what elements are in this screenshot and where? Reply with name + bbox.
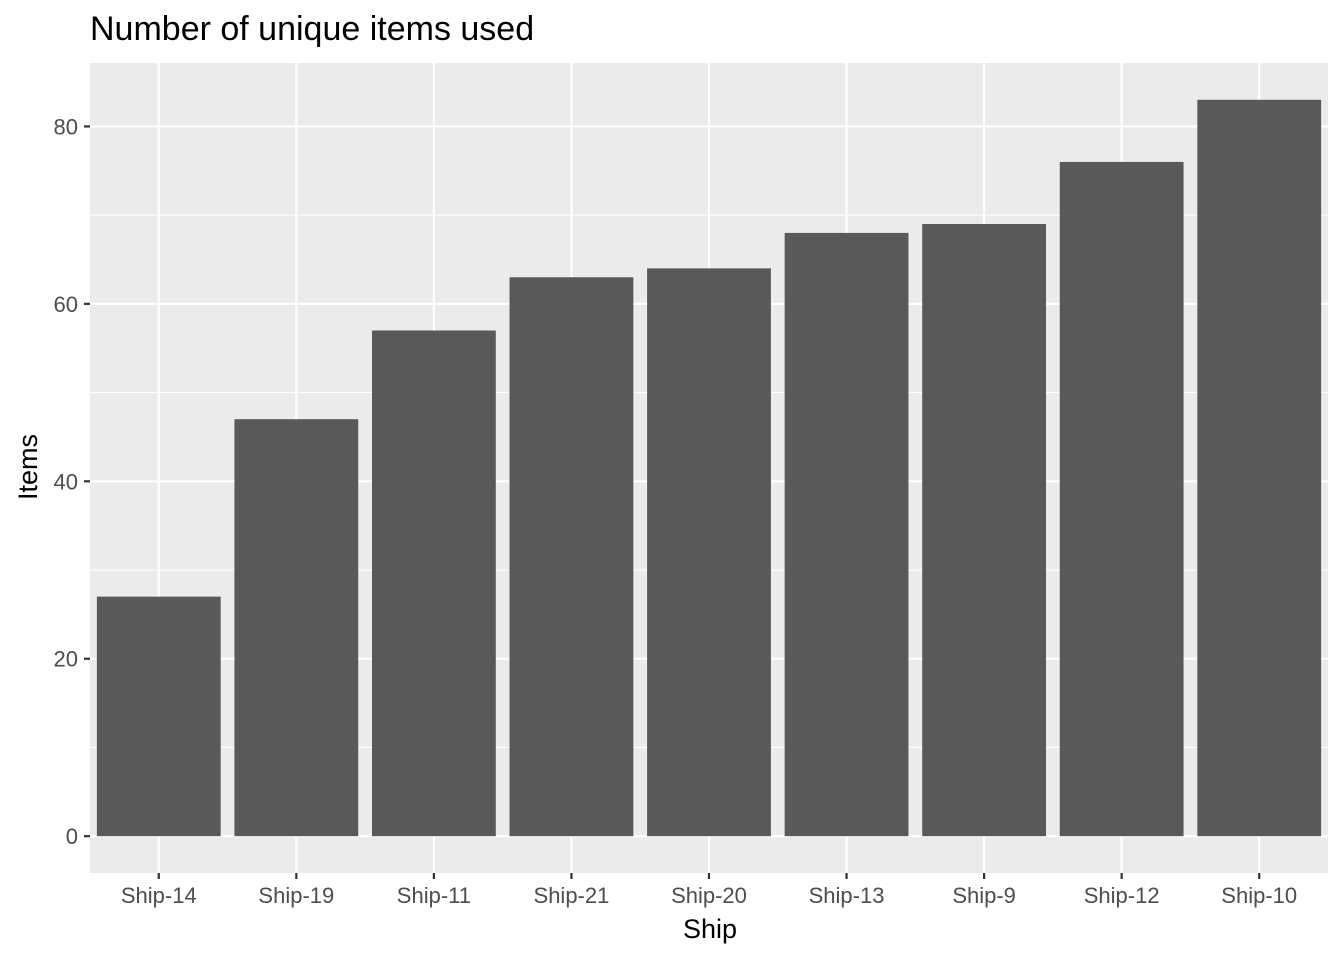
bar-ship-21 [509,277,634,837]
x-tick-label: Ship-14 [121,883,197,908]
y-tick-label: 80 [54,114,78,139]
y-tick-label: 60 [54,292,78,317]
chart-title: Number of unique items used [90,10,534,48]
bar-ship-20 [647,268,771,837]
x-tick-label: Ship-21 [534,883,610,908]
y-axis: 0 20 40 60 80 [54,114,90,849]
x-tick-label: Ship-20 [671,883,747,908]
x-tick-label: Ship-9 [952,883,1016,908]
bars [96,99,1322,837]
y-tick-label: 0 [66,824,78,849]
bar-ship-19 [234,419,359,837]
x-axis-title: Ship [683,914,737,944]
y-tick-label: 20 [54,647,78,672]
x-tick-label: Ship-10 [1221,883,1297,908]
x-axis: Ship-14 Ship-19 Ship-11 Ship-21 Ship-20 Ship-… [121,873,1297,908]
x-tick-label: Ship-11 [397,883,471,908]
x-tick-label: Ship-12 [1084,883,1160,908]
bar-ship-10 [1197,99,1322,837]
bar-ship-12 [1059,161,1184,837]
x-tick-label: Ship-13 [809,883,885,908]
y-tick-label: 40 [54,469,78,494]
bar-ship-11 [371,330,496,837]
bar-ship-13 [784,232,909,837]
bar-ship-9 [922,224,1047,837]
x-tick-label: Ship-19 [258,883,334,908]
bar-ship-14 [96,596,221,837]
y-axis-title: Items [13,434,43,500]
